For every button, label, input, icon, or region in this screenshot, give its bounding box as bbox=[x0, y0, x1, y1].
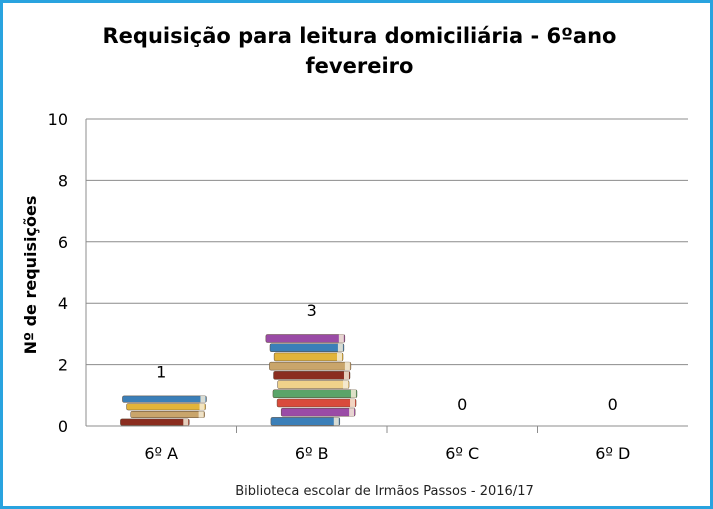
y-tick-label: 4 bbox=[58, 294, 68, 313]
y-axis-label: Nº de requisições bbox=[21, 196, 40, 355]
y-tick-label: 0 bbox=[58, 417, 68, 436]
book bbox=[269, 361, 352, 371]
book-pages bbox=[338, 334, 344, 343]
book bbox=[272, 389, 358, 399]
book-pages bbox=[350, 389, 356, 398]
y-tick-labels: 0 2 4 6 8 10 bbox=[48, 110, 68, 436]
x-tick-label: 6º B bbox=[295, 444, 329, 463]
book bbox=[280, 407, 356, 417]
y-tick-label: 10 bbox=[48, 110, 68, 129]
y-tick-label: 6 bbox=[58, 233, 68, 252]
bars bbox=[120, 334, 358, 426]
x-tick-label: 6º C bbox=[445, 444, 479, 463]
x-tick-label: 6º D bbox=[595, 444, 630, 463]
book bbox=[277, 380, 350, 389]
book-pages bbox=[349, 408, 355, 417]
book-pages bbox=[183, 418, 189, 426]
book-pages bbox=[350, 398, 356, 407]
data-label: 3 bbox=[307, 301, 317, 320]
y-tick-label: 2 bbox=[58, 356, 68, 375]
x-tick-labels: 6º A 6º B 6º C 6º D bbox=[144, 444, 630, 463]
data-label: 0 bbox=[608, 395, 618, 414]
book bbox=[273, 352, 344, 362]
source-note: Biblioteca escolar de Irmãos Passos - 20… bbox=[235, 484, 534, 499]
data-labels: 1 3 0 0 bbox=[156, 301, 618, 414]
chart-title: Requisição para leitura domiciliária - 6… bbox=[3, 21, 713, 81]
book bbox=[122, 395, 207, 403]
book bbox=[120, 418, 190, 426]
chart-title-line2: fevereiro bbox=[305, 54, 414, 78]
book bbox=[130, 411, 205, 418]
book-pages bbox=[343, 371, 349, 380]
book bbox=[126, 403, 206, 411]
gridlines bbox=[85, 118, 688, 433]
book bbox=[269, 343, 345, 352]
bar-2 bbox=[265, 334, 358, 426]
book bbox=[273, 371, 351, 380]
bar-1 bbox=[120, 395, 207, 426]
book-pages bbox=[343, 380, 349, 389]
book bbox=[265, 334, 346, 343]
book-pages bbox=[337, 343, 343, 352]
book-pages bbox=[344, 362, 350, 371]
book-pages bbox=[198, 411, 204, 418]
x-tick-label: 6º A bbox=[144, 444, 178, 463]
book-pages bbox=[199, 403, 205, 411]
book bbox=[276, 398, 357, 408]
book-pages bbox=[200, 395, 206, 403]
chart-title-line1: Requisição para leitura domiciliária - 6… bbox=[102, 24, 617, 48]
y-tick-label: 8 bbox=[58, 171, 68, 190]
book-pages bbox=[333, 417, 339, 426]
data-label: 0 bbox=[457, 395, 467, 414]
book bbox=[270, 417, 341, 426]
data-label: 1 bbox=[156, 362, 166, 381]
book-pages bbox=[336, 352, 342, 361]
